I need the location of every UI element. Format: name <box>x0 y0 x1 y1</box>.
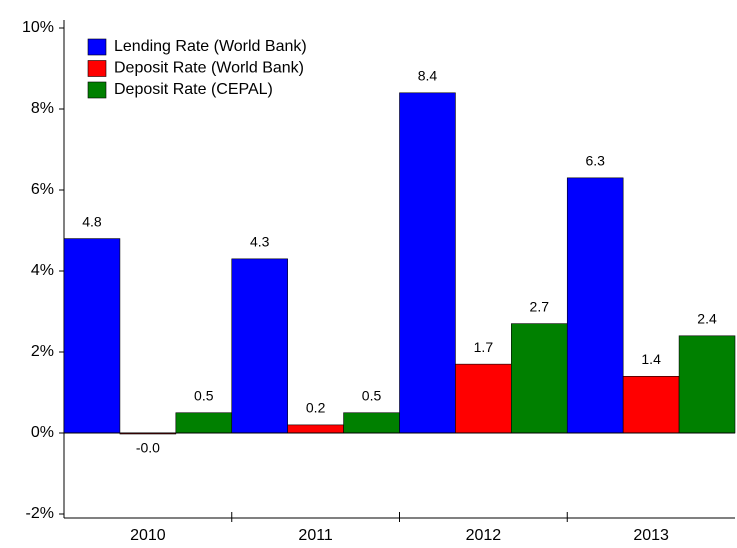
value-label: 0.5 <box>194 387 214 403</box>
value-label: 2.7 <box>530 298 550 314</box>
bar <box>343 412 400 434</box>
legend-swatch <box>87 38 107 56</box>
bar <box>287 424 344 434</box>
bar <box>455 363 512 434</box>
value-label: 0.2 <box>306 400 326 416</box>
value-label: 4.3 <box>250 234 270 250</box>
x-tick-label: 2012 <box>466 527 502 544</box>
y-tick-label: 0% <box>31 424 54 441</box>
legend-label: Deposit Rate (CEPAL) <box>114 81 273 98</box>
value-label: 0.5 <box>362 387 382 403</box>
legend-swatch <box>87 60 107 77</box>
bar <box>511 323 568 434</box>
y-tick-label: -2% <box>26 505 54 522</box>
value-label: 1.7 <box>474 339 494 355</box>
value-label: -0.0 <box>136 440 160 456</box>
y-tick-label: 2% <box>31 343 54 360</box>
y-tick-label: 8% <box>31 100 54 117</box>
bar <box>399 92 456 434</box>
x-tick-label: 2011 <box>298 527 333 544</box>
y-tick-label: 10% <box>22 19 54 36</box>
x-tick-label: 2013 <box>633 527 669 544</box>
y-tick-label: 4% <box>31 262 54 279</box>
value-label: 1.4 <box>641 351 661 367</box>
value-label: 8.4 <box>418 68 438 84</box>
bar <box>622 375 680 434</box>
bar <box>175 412 233 434</box>
bar <box>678 335 736 434</box>
value-label: 6.3 <box>585 153 605 169</box>
bar <box>63 238 121 434</box>
x-tick-label: 2010 <box>130 527 166 544</box>
legend-label: Deposit Rate (World Bank) <box>114 60 304 77</box>
y-tick-label: 6% <box>31 181 54 198</box>
legend-swatch <box>87 81 107 99</box>
bar <box>231 258 288 434</box>
value-label: 2.4 <box>697 311 717 327</box>
bar <box>566 177 624 434</box>
legend-label: Lending Rate (World Bank) <box>114 38 307 55</box>
value-label: 4.8 <box>82 213 102 229</box>
